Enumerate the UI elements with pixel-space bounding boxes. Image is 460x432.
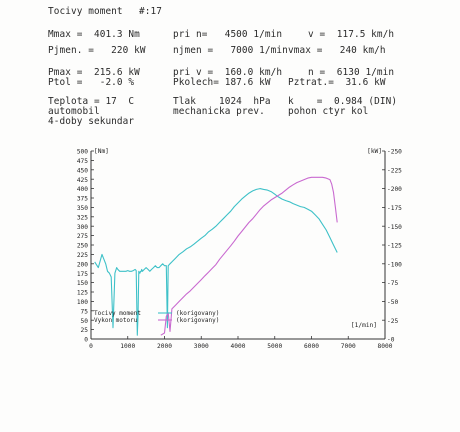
x-tick-label: 3000 <box>194 343 209 350</box>
x-tick-label: 1000 <box>120 343 135 350</box>
y-left-tick-label: 425 <box>77 177 88 184</box>
x-tick-label: 2000 <box>157 343 172 350</box>
y-right-tick-label: -75 <box>387 280 398 287</box>
x-tick-label: 7000 <box>341 343 356 350</box>
y-right-tick-label: -175 <box>387 205 402 212</box>
y-left-tick-label: 50 <box>81 318 89 325</box>
spec-pri-v: pri v = 160.0 km/h <box>173 67 283 78</box>
spec-gearbox: 4-doby sekundar <box>48 116 135 127</box>
y-right-tick-label: -150 <box>387 224 402 231</box>
y-right-tick-label: -100 <box>387 261 402 268</box>
y-right-tick-label: -200 <box>387 186 402 193</box>
spec-njmen: njmen = 7000 1/min <box>173 45 288 56</box>
y-left-unit: [Nm] <box>94 148 109 155</box>
spec-k: k = 0.984 (DIN) <box>288 96 398 107</box>
y-left-tick-label: 475 <box>77 158 88 165</box>
y-right-unit: [kW] <box>367 148 382 155</box>
y-left-tick-label: 400 <box>77 186 88 193</box>
y-left-tick-label: 175 <box>77 271 88 278</box>
legend-tag: (korigovany) <box>176 310 219 317</box>
x-tick-label: 5000 <box>267 343 282 350</box>
spec-pri-n: pri n= 4500 1/min <box>173 29 283 40</box>
x-tick-label: 8000 <box>378 343 393 350</box>
y-left-tick-label: 275 <box>77 233 88 240</box>
y-left-tick-label: 300 <box>77 224 88 231</box>
y-left-tick-label: 225 <box>77 252 88 259</box>
x-tick-label: 0 <box>89 343 93 350</box>
y-left-tick-label: 125 <box>77 290 88 297</box>
y-left-tick-label: 0 <box>84 337 88 344</box>
y-right-tick-label: -0 <box>387 337 395 344</box>
torque-curve <box>94 188 338 336</box>
spec-vehicle: automobil <box>48 106 100 117</box>
y-left-tick-label: 25 <box>81 327 89 334</box>
y-left-tick-label: 100 <box>77 299 88 306</box>
y-right-tick-label: -250 <box>387 149 402 156</box>
spec-n: n = 6130 1/min <box>308 67 395 78</box>
legend-name: Tocivy moment <box>94 310 141 317</box>
spec-mmax: Mmax = 401.3 Nm <box>48 29 140 40</box>
y-left-tick-label: 375 <box>77 196 88 203</box>
y-left-tick-label: 75 <box>81 308 89 315</box>
spec-vmax: vmax = 240 km/h <box>288 45 386 56</box>
legend-tag: (korigovany) <box>176 317 219 324</box>
spec-teplota: Teplota = 17 C <box>48 96 135 107</box>
legend-name: Vykon motoru <box>94 317 138 324</box>
y-left-tick-label: 500 <box>77 149 88 156</box>
spec-pohon: pohon ctyr kol <box>288 106 369 117</box>
spec-pmax: Pmax = 215.6 kW <box>48 67 140 78</box>
y-left-tick-label: 350 <box>77 205 88 212</box>
x-unit: [1/min] <box>351 322 377 329</box>
run-number: #:17 <box>139 6 162 17</box>
y-right-tick-label: -125 <box>387 243 402 250</box>
spec-pjmen: Pjmen. = 220 kW <box>48 45 146 56</box>
spec-tlak: Tlak 1024 hPa <box>173 96 271 107</box>
sheet-title: Tocivy moment <box>48 6 123 17</box>
spec-pztrat: Pztrat.= 31.6 kW <box>288 77 386 88</box>
x-tick-label: 4000 <box>231 343 246 350</box>
spec-ptol: Ptol = -2.0 % <box>48 77 135 88</box>
y-right-tick-label: -25 <box>387 318 398 325</box>
y-left-tick-label: 325 <box>77 214 88 221</box>
y-left-tick-label: 250 <box>77 243 88 250</box>
spec-v: v = 117.5 km/h <box>308 29 395 40</box>
y-left-tick-label: 150 <box>77 280 88 287</box>
spec-prev: mechanicka prev. <box>173 106 265 117</box>
y-right-tick-label: -225 <box>387 167 402 174</box>
x-tick-label: 6000 <box>304 343 319 350</box>
y-right-tick-label: -50 <box>387 299 398 306</box>
spec-pkolech: Pkolech= 187.6 kW <box>173 77 271 88</box>
y-left-tick-label: 200 <box>77 261 88 268</box>
y-left-tick-label: 450 <box>77 167 88 174</box>
power-curve <box>160 176 338 336</box>
